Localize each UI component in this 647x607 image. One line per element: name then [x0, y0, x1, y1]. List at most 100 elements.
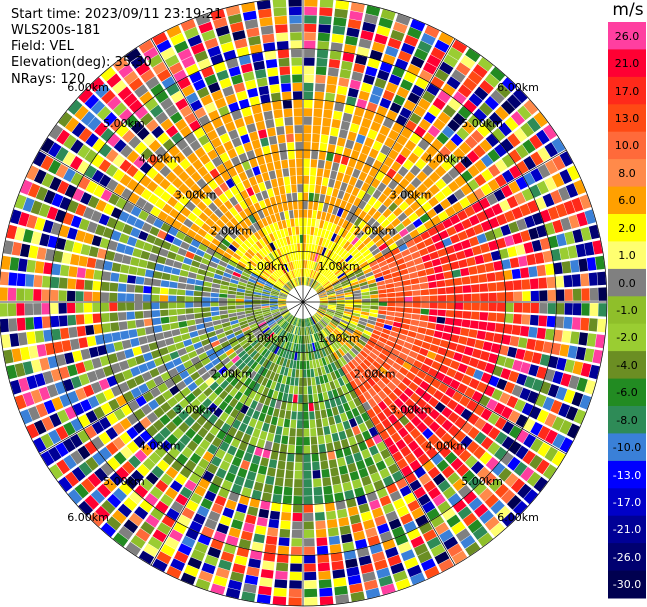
range-gate: [416, 421, 428, 433]
range-gate: [172, 427, 184, 440]
range-gate: [369, 312, 378, 318]
range-gate: [437, 500, 451, 514]
range-gate: [375, 322, 385, 328]
range-gate: [249, 44, 263, 54]
range-gate: [87, 195, 100, 209]
range-gate: [507, 133, 521, 148]
range-gate: [85, 180, 98, 194]
range-gate: [315, 66, 327, 76]
range-gate: [412, 290, 421, 296]
range-gate: [303, 411, 309, 420]
range-gate: [362, 571, 376, 583]
range-gate: [283, 285, 291, 292]
range-gate: [65, 471, 80, 487]
range-gate: [289, 316, 295, 324]
range-gate: [415, 158, 427, 170]
range-gate: [345, 558, 358, 569]
range-gate: [294, 462, 303, 471]
range-gate: [86, 221, 98, 234]
range-gate: [165, 466, 179, 479]
range-gate: [312, 325, 317, 334]
range-gate: [438, 32, 454, 46]
range-gate: [510, 111, 525, 126]
range-gate: [366, 256, 376, 264]
range-gate: [207, 402, 218, 413]
range-gate: [318, 331, 324, 340]
range-gate: [494, 106, 509, 121]
range-gate: [425, 267, 435, 276]
range-gate: [487, 149, 501, 163]
range-gate: [274, 212, 281, 222]
range-gate: [488, 302, 497, 312]
range-gate: [210, 583, 226, 595]
range-gate: [100, 66, 116, 82]
range-gate: [34, 373, 46, 387]
range-gate: [253, 481, 264, 492]
range-gate: [58, 277, 68, 289]
range-gate: [492, 128, 506, 142]
range-gate: [411, 507, 425, 520]
range-gate: [320, 277, 327, 284]
range-gate: [330, 353, 337, 362]
range-gate: [223, 49, 237, 61]
range-gate: [501, 259, 511, 270]
range-gate: [456, 127, 470, 141]
range-gate: [410, 392, 421, 403]
range-gate: [310, 226, 315, 236]
range-gate: [449, 214, 461, 225]
range-gate: [425, 446, 438, 459]
range-gate: [244, 251, 253, 260]
range-gate: [544, 159, 558, 175]
range-gate: [338, 323, 347, 330]
range-gate: [40, 137, 55, 154]
range-gate: [128, 329, 138, 338]
range-gate: [296, 318, 300, 327]
range-gate: [282, 275, 288, 283]
range-gate: [303, 184, 309, 193]
range-gate: [308, 192, 314, 202]
range-gate: [480, 436, 494, 450]
range-gate: [307, 343, 311, 352]
range-gate: [78, 461, 93, 477]
range-gate: [103, 112, 118, 126]
range-gate: [454, 430, 467, 443]
range-gate: [20, 409, 33, 425]
range-gate: [70, 253, 80, 266]
range-gate: [428, 315, 437, 323]
range-gate: [480, 183, 493, 196]
range-gate: [62, 378, 74, 392]
range-gate: [172, 220, 183, 230]
range-gate: [438, 230, 449, 240]
range-ring-label: 5.00km: [103, 117, 145, 130]
range-gate: [249, 350, 258, 358]
range-gate: [113, 57, 129, 72]
range-gate: [512, 88, 528, 104]
range-gate: [474, 503, 489, 518]
range-gate: [512, 500, 528, 516]
range-gate: [363, 236, 372, 246]
range-gate: [332, 317, 341, 323]
range-gate: [319, 194, 326, 203]
range-gate: [516, 218, 528, 231]
range-gate: [95, 199, 107, 212]
range-gate: [392, 321, 402, 328]
range-gate: [327, 67, 339, 77]
range-gate: [181, 507, 195, 520]
range-gate: [284, 332, 290, 341]
range-gate: [452, 147, 466, 161]
range-gate: [471, 284, 480, 293]
range-gate: [209, 213, 219, 223]
range-gate: [405, 260, 415, 268]
range-gate: [452, 112, 466, 126]
range-gate: [501, 421, 515, 435]
range-gate: [106, 73, 122, 88]
range-gate: [218, 400, 229, 411]
range-gate: [332, 351, 340, 360]
range-gate: [134, 285, 144, 293]
range-gate: [494, 143, 507, 158]
range-gate: [496, 313, 505, 323]
range-gate: [237, 246, 247, 254]
range-gate: [350, 317, 359, 323]
range-gate: [1, 334, 11, 349]
range-gate: [239, 200, 248, 210]
